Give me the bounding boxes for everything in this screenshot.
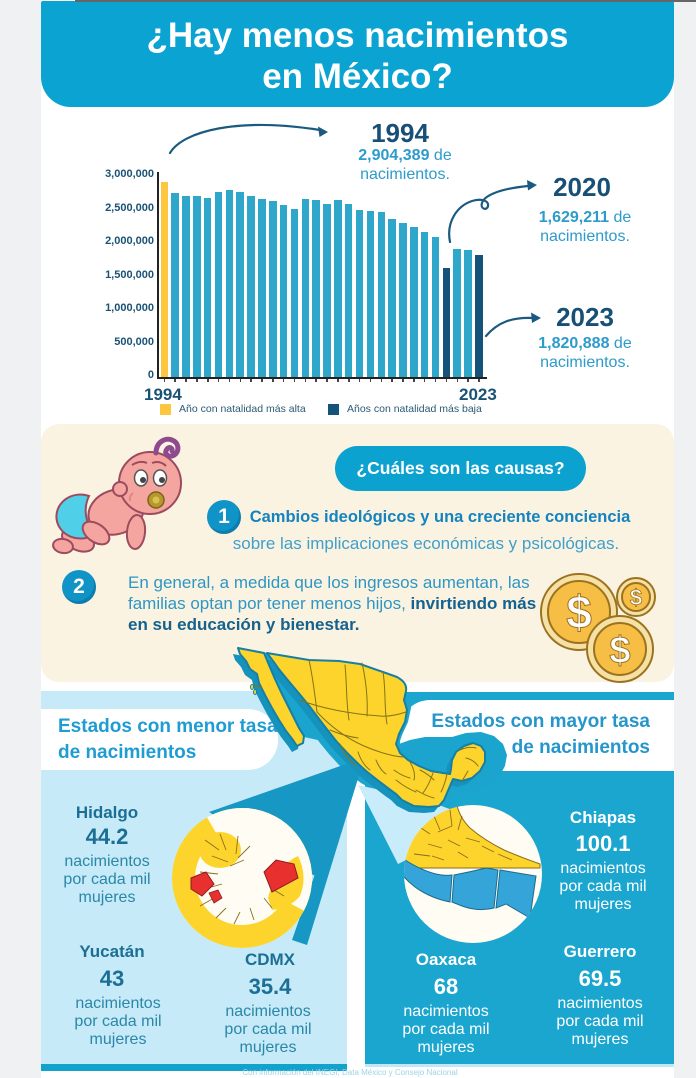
svg-text:$: $ [630,585,642,610]
svg-text:$: $ [566,586,592,638]
svg-text:$: $ [609,630,630,672]
